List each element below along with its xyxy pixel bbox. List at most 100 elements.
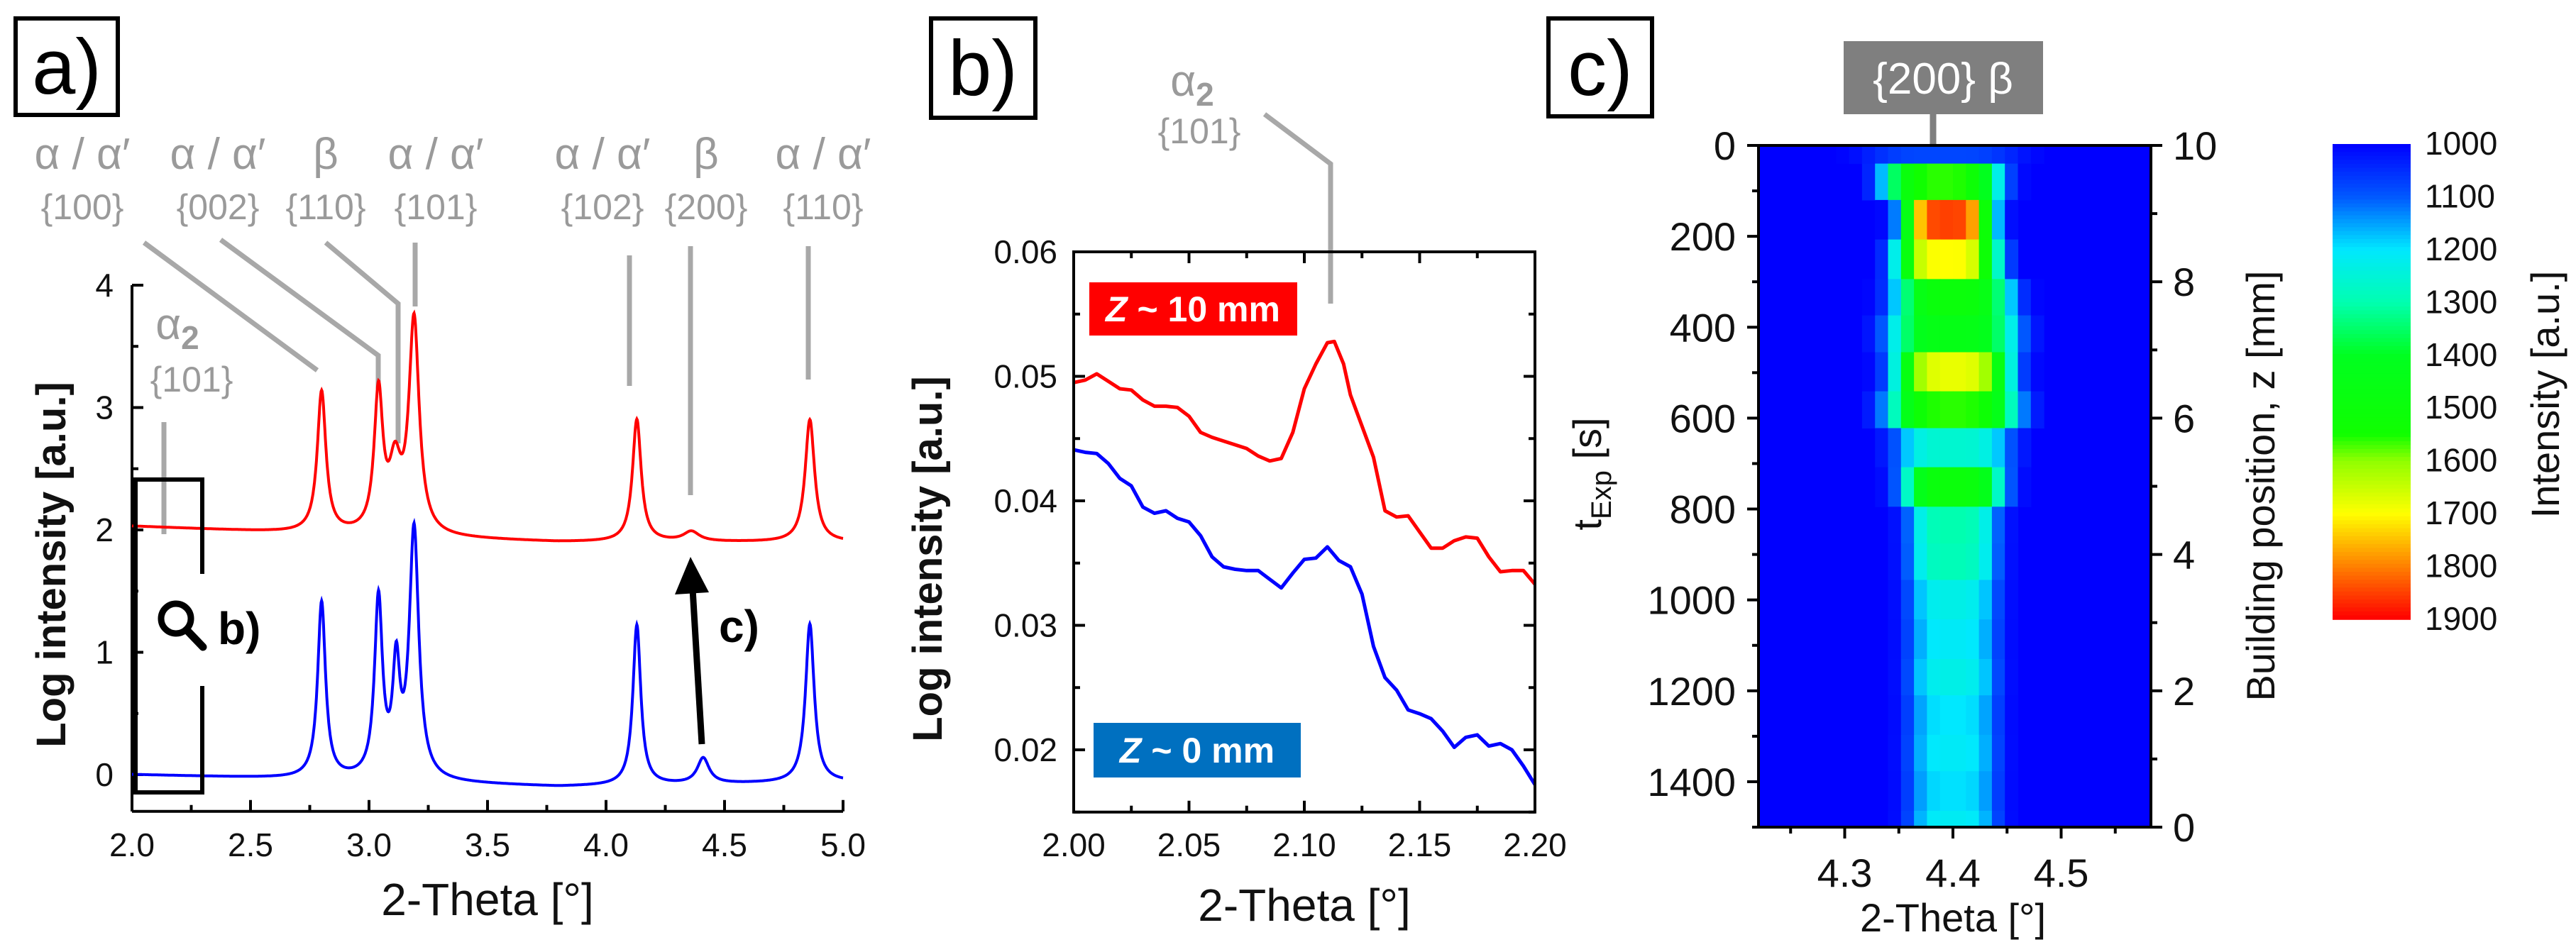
- heatmap-cell: [1966, 695, 1980, 736]
- colorbar-segment: [2333, 298, 2411, 304]
- colorbar-segment: [2333, 445, 2411, 450]
- colorbar-segment: [2333, 389, 2411, 394]
- zoom-region-box: [133, 477, 204, 795]
- heatmap-cell: [1966, 163, 1980, 201]
- alpha2-plane-label: {101}: [150, 360, 233, 399]
- heatmap-cell: [1888, 352, 1902, 392]
- colorbar-segment: [2333, 338, 2411, 343]
- colorbar-segment: [2333, 468, 2411, 474]
- beta200-annotation: {200} β: [1873, 55, 2013, 104]
- colorbar-tick-label: 1900: [2425, 600, 2497, 637]
- heatmap-cell: [1888, 619, 1902, 660]
- heatmap-cell: [1939, 619, 1954, 660]
- heatmap-cell: [1900, 239, 1915, 279]
- colorbar-segment: [2333, 287, 2411, 292]
- colorbar-segment: [2333, 377, 2411, 382]
- arrow-icon: [675, 557, 709, 745]
- colorbar-segment: [2333, 460, 2411, 466]
- colorbar-segment: [2333, 583, 2411, 589]
- y-tick-label-right: 8: [2173, 260, 2195, 304]
- x-tick-label: 4.4: [1925, 851, 1981, 895]
- heatmap-cell: [1888, 467, 1902, 507]
- heatmap-cell: [1900, 619, 1915, 660]
- panel-c: c) {200} β 4.3 4.4 4.5 0 200 400 600 800 1000 120…: [1546, 16, 2567, 940]
- colorbar-segment: [2333, 227, 2411, 232]
- colorbar-segment: [2333, 572, 2411, 577]
- y-tick-label-left: 0: [1714, 123, 1736, 168]
- heatmap-cell: [1966, 467, 1980, 507]
- colorbar-segment: [2333, 370, 2411, 375]
- leader-line: [324, 240, 401, 443]
- y-tick-label-left: 1000: [1647, 578, 1736, 623]
- heatmap-cell: [1875, 315, 1889, 353]
- heatmap-cell: [1991, 734, 2005, 772]
- heatmap-cell: [1914, 734, 1927, 772]
- heatmap-cell: [1927, 734, 1941, 772]
- x-tick-label: 2.5: [228, 826, 273, 863]
- colorbar-segment: [2333, 219, 2411, 224]
- colorbar-segment: [2333, 326, 2411, 331]
- heatmap-cell: [1991, 659, 2005, 696]
- heatmap-cell: [1927, 543, 1941, 581]
- heatmap-cell: [1978, 543, 1993, 581]
- colorbar-segment: [2333, 421, 2411, 426]
- heatmap-cell: [1861, 163, 1876, 201]
- x-tick-label: 3.5: [465, 826, 510, 863]
- colorbar-segment: [2333, 250, 2411, 256]
- panel-b-curves: [1073, 339, 1537, 786]
- colorbar-segment: [2333, 255, 2411, 260]
- heatmap-cell: [1966, 507, 1980, 544]
- heatmap-cell: [1991, 467, 2005, 507]
- heatmap-cell: [1939, 279, 1954, 316]
- peak-leader-lines: [142, 238, 811, 534]
- heatmap-cell: [1900, 507, 1915, 544]
- heatmap-cell: [1836, 145, 1850, 165]
- colorbar-segment: [2333, 373, 2411, 379]
- colorbar-segment: [2333, 235, 2411, 240]
- peak-label-plane: {002}: [177, 187, 260, 227]
- y-axis-title: Log intensity [a.u.]: [28, 382, 75, 748]
- colorbar-segment: [2333, 504, 2411, 509]
- colorbar-segment: [2333, 203, 2411, 209]
- heatmap-cell: [2018, 315, 2032, 353]
- heatmap-cell: [1914, 199, 1927, 240]
- heatmap-cell: [1939, 810, 1954, 828]
- y-tick-label-left: 1200: [1647, 669, 1736, 714]
- colorbar-segment: [2333, 258, 2411, 264]
- colorbar-segment: [2333, 172, 2411, 177]
- colorbar-segment: [2333, 231, 2411, 236]
- heatmap-cell: [1978, 145, 1993, 165]
- peak-label-plane: {110}: [285, 187, 365, 227]
- colorbar-segment: [2333, 548, 2411, 553]
- heatmap-cell: [1927, 199, 1941, 240]
- heatmap-cell: [1991, 163, 2005, 201]
- x-tick-label: 2.20: [1503, 826, 1567, 863]
- heatmap-cell: [2018, 467, 2032, 507]
- heatmap-cell: [1978, 619, 1993, 660]
- heatmap-cell: [1939, 734, 1954, 772]
- legend-z10-label: Z ~ 10 mm: [1104, 289, 1280, 329]
- zoom-label: b): [218, 603, 260, 654]
- colorbar-segment: [2333, 568, 2411, 572]
- heatmap-cell: [1914, 810, 1927, 828]
- leader-line: [219, 238, 381, 389]
- colorbar-segment: [2333, 465, 2411, 470]
- heatmap-cell: [1875, 467, 1889, 507]
- colorbar-segment: [2333, 330, 2411, 335]
- heatmap-cell: [1939, 428, 1954, 468]
- colorbar-tick-label: 1800: [2425, 548, 2497, 585]
- x-tick-label: 5.0: [820, 826, 866, 863]
- heatmap-cell: [1927, 428, 1941, 468]
- colorbar-tick-label: 1400: [2425, 336, 2497, 373]
- heatmap-cell: [2018, 428, 2032, 468]
- heatmap-cell: [1953, 810, 1966, 828]
- colorbar-segment: [2333, 350, 2411, 355]
- heatmap-cell: [1914, 352, 1927, 392]
- heatmap-cell: [1953, 619, 1966, 660]
- peak-label-plane: {100}: [41, 187, 124, 227]
- heatmap-cell: [1939, 163, 1954, 201]
- heatmap-cell: [1978, 391, 1993, 429]
- heatmap-cell: [1888, 279, 1902, 316]
- heatmap-cell: [1900, 734, 1915, 772]
- heatmap-cell: [1927, 619, 1941, 660]
